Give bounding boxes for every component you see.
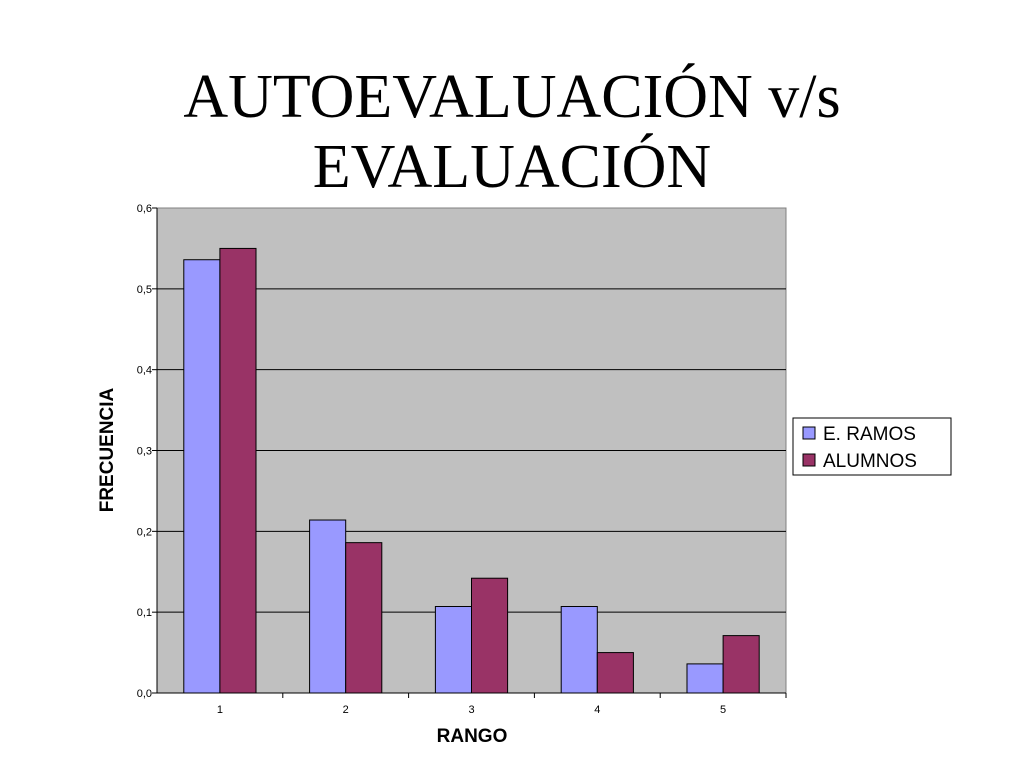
x-tick-label: 2 xyxy=(343,704,349,716)
bar-alumnos-3 xyxy=(471,577,509,694)
bar-e-ramos-5 xyxy=(686,663,724,694)
bar-e-ramos-2 xyxy=(309,519,347,694)
y-tick-label: 0,6 xyxy=(137,203,152,215)
bar-e-ramos-4 xyxy=(560,606,598,694)
x-tick-label: 4 xyxy=(594,704,600,716)
slide-title-line-2: EVALUACIÓN xyxy=(312,133,712,201)
x-axis-ticks: 1 2 3 4 5 xyxy=(217,693,787,716)
legend: E. RAMOS ALUMNOS xyxy=(792,417,952,476)
y-tick-label: 0,0 xyxy=(137,688,152,700)
y-tick-label: 0,5 xyxy=(137,284,152,296)
x-tick-label: 5 xyxy=(720,704,726,716)
y-axis-title: FRECUENCIA xyxy=(97,387,118,512)
x-tick-label: 1 xyxy=(217,704,223,716)
legend-label-alumnos: ALUMNOS xyxy=(823,451,917,472)
legend-label-e-ramos: E. RAMOS xyxy=(823,424,916,445)
bar-e-ramos-3 xyxy=(434,606,472,694)
slide-title: AUTOEVALUACIÓN v/s EVALUACIÓN xyxy=(0,62,1024,202)
x-axis-title: RANGO xyxy=(437,726,508,747)
bar-alumnos-5 xyxy=(722,635,760,694)
bar-e-ramos-1 xyxy=(183,259,221,694)
legend-swatch-alumnos xyxy=(802,453,816,467)
y-axis-ticks: 0,0 0,1 0,2 0,3 0,4 0,5 0,6 xyxy=(137,203,157,700)
y-tick-label: 0,4 xyxy=(137,365,152,377)
bar-alumnos-1 xyxy=(219,247,257,694)
legend-box xyxy=(792,417,952,476)
bar-alumnos-2 xyxy=(345,542,383,694)
x-tick-label: 3 xyxy=(468,704,474,716)
slide-title-line-1: AUTOEVALUACIÓN v/s xyxy=(183,63,841,131)
bar-alumnos-4 xyxy=(596,652,634,694)
legend-swatch-e-ramos xyxy=(802,426,816,440)
y-tick-label: 0,3 xyxy=(137,446,152,458)
y-tick-label: 0,2 xyxy=(137,526,152,538)
bars xyxy=(183,247,760,694)
y-tick-label: 0,1 xyxy=(137,607,152,619)
